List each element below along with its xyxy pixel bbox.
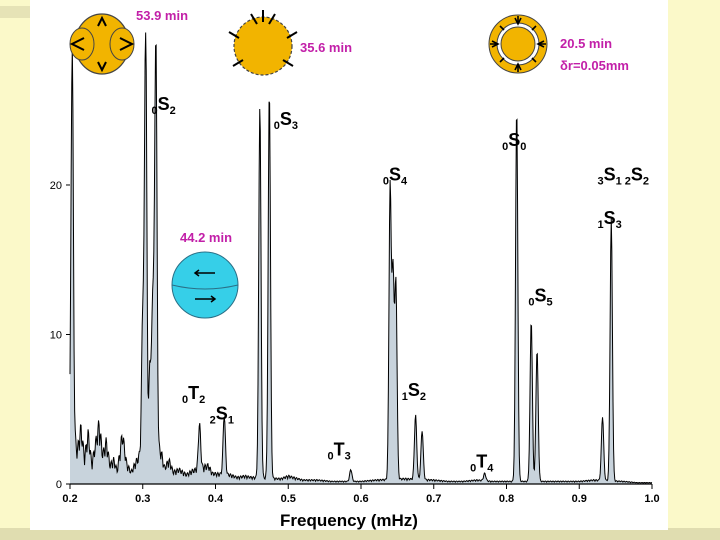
mode-label: 0T2 bbox=[182, 383, 205, 406]
mode-label: 3S1 2S2 bbox=[597, 164, 649, 187]
mode-label: 0T4 bbox=[470, 452, 494, 475]
slide-frame-right bbox=[668, 0, 720, 540]
x-tick-label: 0.2 bbox=[62, 493, 77, 505]
x-tick-label: 0.9 bbox=[572, 493, 587, 505]
x-axis-label: Frequency (mHz) bbox=[280, 511, 418, 530]
mode-label: 1S3 bbox=[597, 208, 621, 231]
mode-label: 0S5 bbox=[528, 286, 552, 309]
mode-label: 2S1 bbox=[210, 404, 234, 427]
x-tick-label: 0.4 bbox=[208, 493, 224, 505]
y-tick-label: 0 bbox=[56, 479, 62, 491]
mode-label: 1S2 bbox=[402, 380, 426, 403]
spectrum-line bbox=[69, 32, 653, 484]
mode-0T2-illustration bbox=[171, 251, 239, 319]
slide-frame-bottom bbox=[0, 528, 720, 540]
mode-label: 0S2 bbox=[151, 94, 175, 117]
period-label-0S0: 20.5 min bbox=[560, 36, 612, 51]
spectrum-line-group bbox=[69, 32, 653, 484]
period-label-0T2: 44.2 min bbox=[180, 230, 232, 245]
mode-0S2-illustration bbox=[69, 13, 135, 75]
x-tick-label: 1.0 bbox=[644, 493, 659, 505]
spectrum-chart: 0.2 0.3 0.4 0.5 0.6 0.7 0.8 0.9 1.0 0 10 20 Frequenc… bbox=[50, 8, 660, 530]
ticks-group: 0.2 0.3 0.4 0.5 0.6 0.7 0.8 0.9 1.0 0 10 20 Frequenc… bbox=[50, 180, 660, 530]
mode-label: 0S3 bbox=[274, 109, 298, 132]
y-tick-label: 20 bbox=[50, 180, 62, 192]
slide-frame-left bbox=[0, 0, 30, 540]
y-tick-label: 10 bbox=[50, 329, 62, 341]
mode-label: 0T3 bbox=[328, 440, 351, 463]
mode-0S3-illustration bbox=[228, 10, 298, 76]
x-tick-label: 0.3 bbox=[135, 493, 150, 505]
mode-label: 0S4 bbox=[383, 164, 408, 187]
delta-r-label: δr=0.05mm bbox=[560, 58, 629, 73]
period-label-0S2: 53.9 min bbox=[136, 8, 188, 23]
chart-panel: 0.2 0.3 0.4 0.5 0.6 0.7 0.8 0.9 1.0 0 10 20 Frequenc… bbox=[30, 0, 668, 530]
mode-label: 0S0 bbox=[502, 130, 526, 153]
x-tick-label: 0.8 bbox=[499, 493, 514, 505]
period-label-0S3: 35.6 min bbox=[300, 40, 352, 55]
x-tick-label: 0.7 bbox=[426, 493, 441, 505]
x-tick-label: 0.5 bbox=[281, 493, 296, 505]
x-tick-label: 0.6 bbox=[353, 493, 368, 505]
mode-0S0-illustration bbox=[488, 14, 548, 74]
